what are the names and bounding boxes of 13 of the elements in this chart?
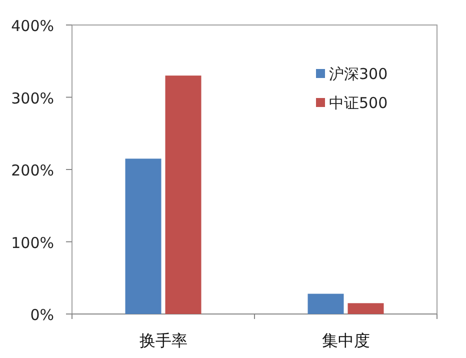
x-tick-label: 换手率 <box>139 331 188 350</box>
bar <box>165 76 202 314</box>
y-tick-label: 100% <box>11 234 54 252</box>
y-tick-label: 300% <box>11 89 54 108</box>
x-tick-label: 集中度 <box>322 331 370 350</box>
y-tick-label: 200% <box>11 162 54 180</box>
y-tick-label: 400% <box>11 17 54 35</box>
bar <box>348 303 384 314</box>
y-tick-label: 0% <box>30 306 54 324</box>
bar <box>125 158 162 314</box>
bar <box>308 294 344 314</box>
legend-label: 中证500 <box>329 94 388 112</box>
legend-label: 沪深300 <box>329 65 388 83</box>
